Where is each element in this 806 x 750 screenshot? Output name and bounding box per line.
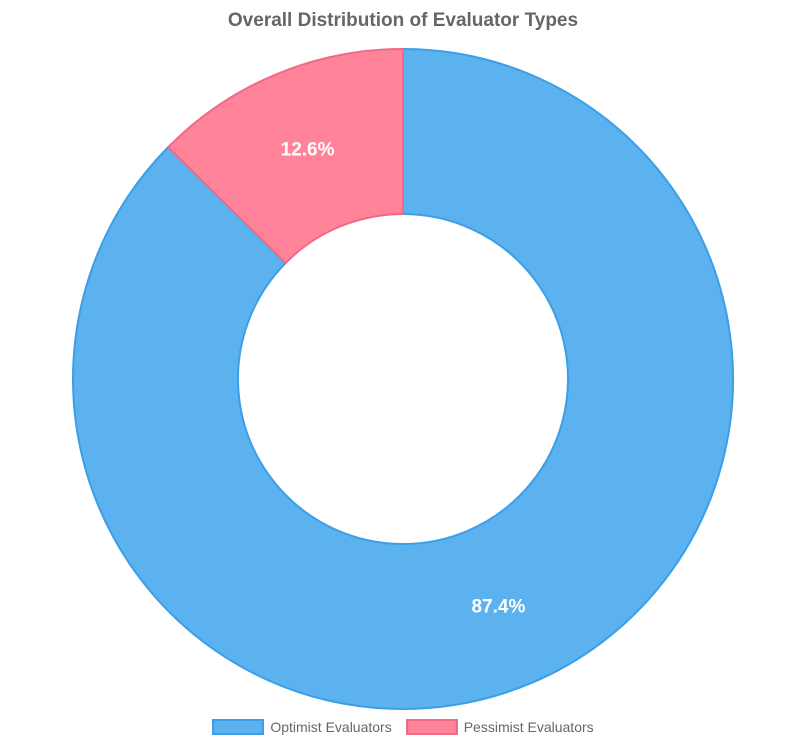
legend-swatch	[212, 719, 265, 735]
chart-legend: Optimist Evaluators Pessimist Evaluators	[0, 719, 806, 735]
legend-item-pessimist-evaluators[interactable]: Pessimist Evaluators	[405, 719, 594, 735]
legend-label: Pessimist Evaluators	[463, 719, 594, 735]
donut-slice-optimist-evaluators[interactable]	[72, 47, 734, 710]
legend-label: Optimist Evaluators	[270, 719, 392, 735]
data-label-optimist-evaluators: 87.4%	[471, 596, 525, 617]
chart-title: Overall Distribution of Evaluator Types	[227, 10, 579, 31]
donut-slice-pessimist-evaluators[interactable]	[166, 47, 404, 265]
data-label-pessimist-evaluators: 12.6%	[281, 140, 335, 161]
legend-item-optimist-evaluators[interactable]: Optimist Evaluators	[212, 719, 392, 735]
legend-swatch	[405, 719, 458, 735]
